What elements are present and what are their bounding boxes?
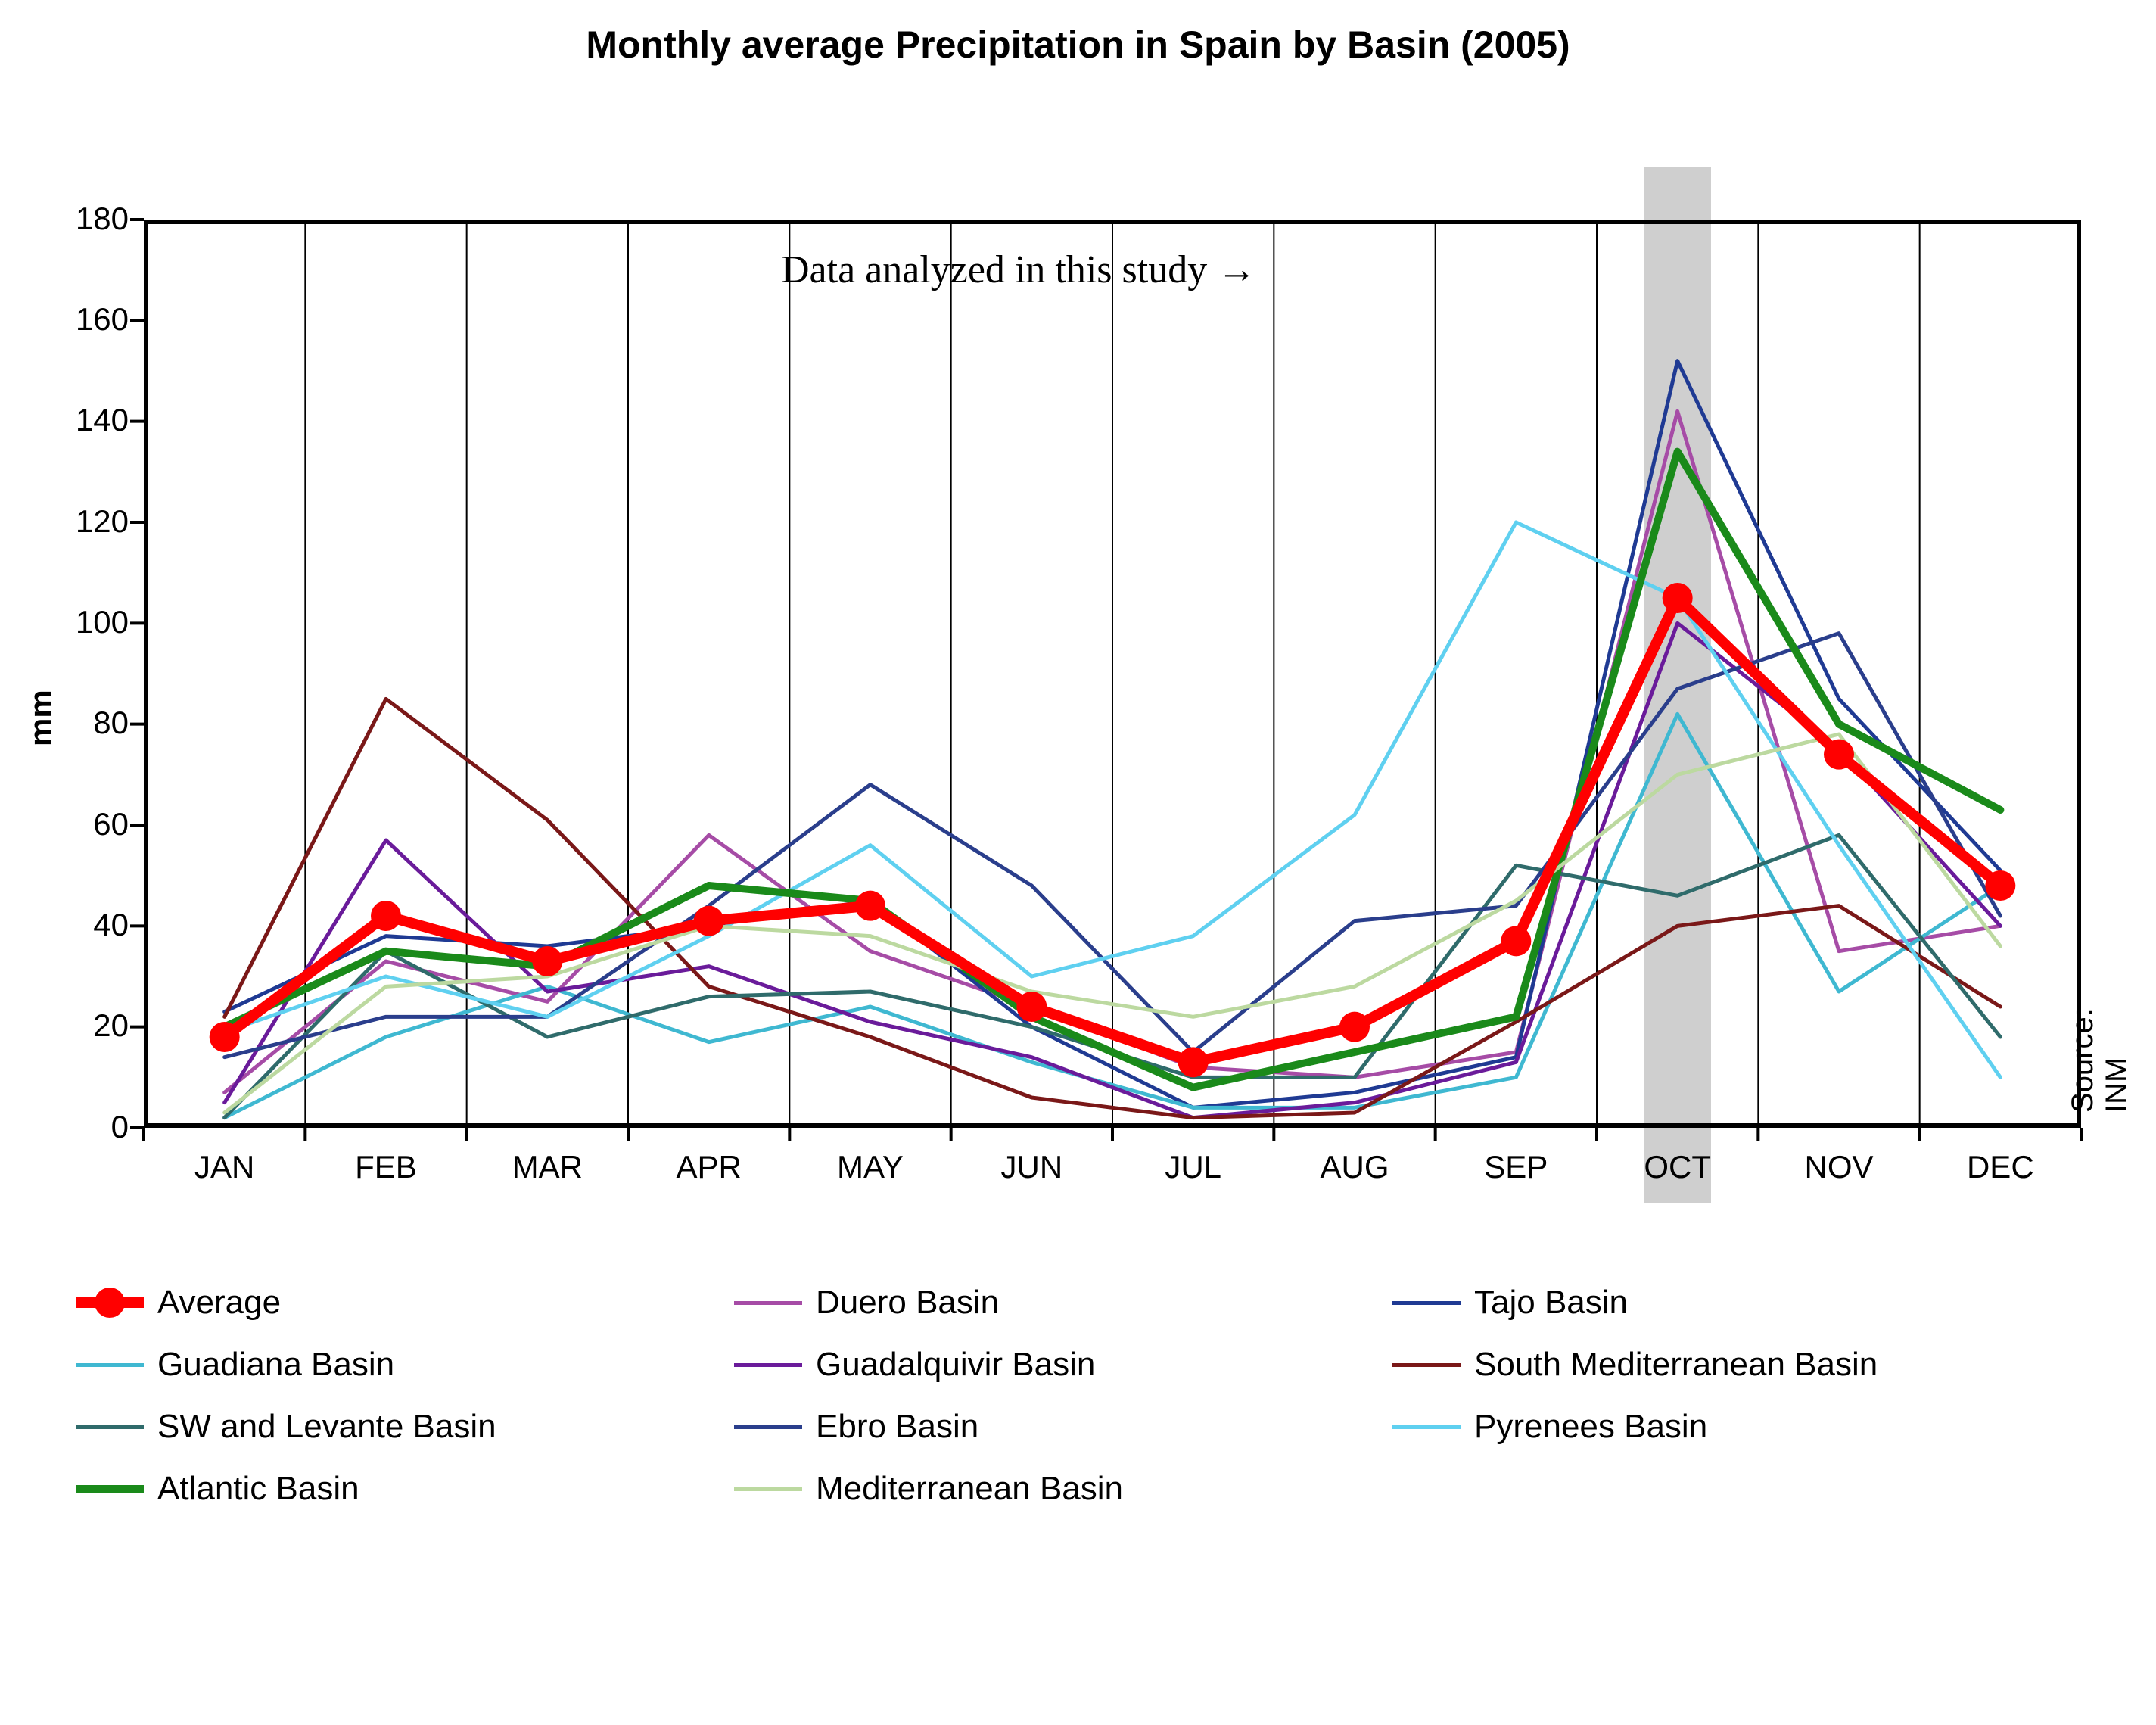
x-tick-label: FEB — [305, 1149, 466, 1185]
legend-label: Ebro Basin — [816, 1408, 978, 1446]
legend-item: Atlantic Basin — [76, 1458, 359, 1520]
series-marker — [1501, 926, 1531, 956]
source-label: Source: INM — [2066, 1008, 2134, 1113]
y-tick-label: 100 — [38, 604, 129, 640]
series-marker — [694, 906, 724, 936]
legend-label: Mediterranean Basin — [816, 1470, 1123, 1508]
series-marker — [1016, 992, 1047, 1022]
x-tick-label: MAY — [789, 1149, 950, 1185]
y-axis-title: mm — [23, 690, 59, 746]
legend-label: Tajo Basin — [1474, 1284, 1628, 1322]
legend-label: SW and Levante Basin — [157, 1408, 496, 1446]
series-marker — [1178, 1047, 1209, 1077]
series-line — [225, 835, 2001, 1117]
series-line — [225, 361, 2001, 1108]
legend-swatch — [734, 1425, 802, 1429]
y-tick-label: 160 — [38, 301, 129, 338]
x-tick-label: AUG — [1274, 1149, 1435, 1185]
legend-item: Ebro Basin — [734, 1396, 978, 1458]
y-tick-label: 120 — [38, 503, 129, 540]
legend-item: Mediterranean Basin — [734, 1458, 1123, 1520]
legend-label: Duero Basin — [816, 1284, 999, 1322]
legend-item: SW and Levante Basin — [76, 1396, 496, 1458]
legend-item: Average — [76, 1272, 281, 1334]
series-marker — [1339, 1012, 1370, 1042]
series-line — [225, 634, 2001, 1057]
series-line — [225, 623, 2001, 1117]
legend-swatch — [1392, 1301, 1461, 1305]
legend-swatch — [1392, 1425, 1461, 1429]
series-marker — [855, 891, 885, 921]
x-tick-label: APR — [628, 1149, 789, 1185]
legend-item: Guadalquivir Basin — [734, 1334, 1095, 1396]
legend-swatch — [734, 1487, 802, 1491]
series-line — [225, 714, 2001, 1117]
series-marker — [1985, 870, 2015, 901]
x-tick-label: MAR — [467, 1149, 628, 1185]
study-annotation: Data analyzed in this study → — [781, 248, 1256, 292]
x-tick-label: JUN — [951, 1149, 1112, 1185]
legend-swatch — [76, 1363, 144, 1367]
y-tick-label: 0 — [38, 1109, 129, 1145]
legend-label: Atlantic Basin — [157, 1470, 359, 1508]
y-tick-label: 40 — [38, 907, 129, 943]
series-marker — [210, 1022, 240, 1052]
y-tick-label: 140 — [38, 402, 129, 438]
legend-swatch — [76, 1425, 144, 1429]
legend-item: Duero Basin — [734, 1272, 999, 1334]
x-tick-label: SEP — [1436, 1149, 1597, 1185]
series-marker — [1663, 583, 1693, 613]
x-tick-label: JUL — [1112, 1149, 1274, 1185]
legend-swatch — [734, 1301, 802, 1305]
series-marker — [371, 901, 401, 931]
x-tick-label: JAN — [144, 1149, 305, 1185]
y-tick-label: 60 — [38, 806, 129, 842]
series-marker — [1824, 740, 1854, 770]
legend-swatch — [76, 1297, 144, 1308]
legend-label: Average — [157, 1284, 281, 1322]
series-line — [225, 411, 2001, 1092]
legend-label: Guadalquivir Basin — [816, 1346, 1095, 1384]
legend-swatch — [734, 1363, 802, 1367]
legend-item: Pyrenees Basin — [1392, 1396, 1707, 1458]
x-tick-label: DEC — [1920, 1149, 2081, 1185]
y-tick-label: 20 — [38, 1007, 129, 1044]
y-tick-label: 180 — [38, 201, 129, 237]
chart-container: { "title": { "text": "Monthly average Pr… — [0, 0, 2156, 1725]
legend-item: Guadiana Basin — [76, 1334, 394, 1396]
legend-label: Guadiana Basin — [157, 1346, 394, 1384]
series-marker — [532, 946, 562, 976]
legend-label: South Mediterranean Basin — [1474, 1346, 1878, 1384]
series-line — [225, 452, 2001, 1088]
legend-swatch — [76, 1485, 144, 1493]
x-tick-label: NOV — [1758, 1149, 1919, 1185]
legend-item: Tajo Basin — [1392, 1272, 1628, 1334]
x-tick-label: OCT — [1597, 1149, 1758, 1185]
legend-label: Pyrenees Basin — [1474, 1408, 1707, 1446]
legend-swatch — [1392, 1363, 1461, 1367]
legend-item: South Mediterranean Basin — [1392, 1334, 1878, 1396]
